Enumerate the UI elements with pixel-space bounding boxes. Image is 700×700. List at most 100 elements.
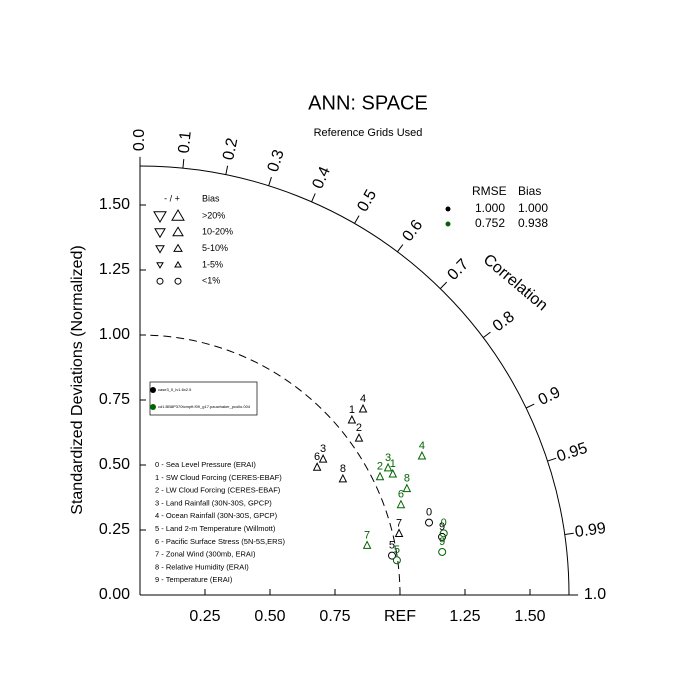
variable-label: 9 - Temperature (ERAI) — [155, 575, 233, 584]
bias-legend-symbol — [155, 245, 165, 254]
corr-tick-label: 0.3 — [265, 148, 288, 174]
point-marker — [338, 473, 348, 483]
x-tick-label: 1.25 — [449, 608, 480, 625]
legend-dot — [150, 404, 156, 410]
point-marker — [438, 532, 447, 541]
point-marker — [383, 462, 393, 472]
legend-label: case3_5_lv1.6x2.5 — [158, 387, 192, 392]
x-tick-label: 1.50 — [514, 608, 545, 625]
point-label: 9 — [439, 536, 445, 548]
point-label: 4 — [419, 440, 425, 452]
y-tick-label: 0.00 — [99, 586, 130, 603]
bias-legend-symbol — [156, 277, 164, 285]
x-tick-label: 0.50 — [254, 608, 285, 625]
point-marker — [438, 547, 447, 556]
point-label: 6 — [398, 489, 404, 501]
stat-header: RMSE — [472, 184, 507, 198]
point-marker — [439, 529, 448, 538]
bias-legend-symbol — [174, 260, 182, 268]
variable-label: 4 - Ocean Rainfall (30N-30S, GPCP) — [155, 511, 278, 520]
y-axis-label: Standardized Deviations (Normalized) — [69, 245, 86, 514]
variable-label: 8 - Relative Humidity (ERAI) — [155, 562, 249, 571]
corr-tick-label: 0.4 — [310, 164, 335, 191]
bias-legend-symbol — [174, 277, 182, 285]
bias-legend-header: - / + — [164, 193, 180, 203]
bias-legend-label: <1% — [202, 276, 220, 286]
point-label: 3 — [385, 452, 391, 464]
corr-tick-label: 0.1 — [176, 130, 195, 154]
chart-title: ANN: SPACE — [308, 92, 428, 114]
bias-legend-symbol — [173, 243, 183, 252]
point-marker — [347, 414, 357, 424]
corr-tick — [547, 457, 557, 462]
variable-label: 3 - Land Rainfall (30N-30S, GPCP) — [155, 498, 272, 507]
point-label: 1 — [349, 404, 355, 416]
corr-tick-label: 1.0 — [584, 586, 606, 603]
variable-label: 5 - Land 2-m Temperature (Willmott) — [155, 524, 276, 533]
point-marker — [318, 453, 328, 463]
rmse-value: 0.752 — [475, 216, 505, 230]
variable-label: 1 - SW Cloud Forcing (CERES-EBAF) — [155, 473, 282, 482]
bias-value: 0.938 — [518, 216, 548, 230]
corr-tick — [225, 165, 229, 175]
y-tick-label: 0.75 — [99, 391, 130, 408]
x-tick-label: REF — [384, 608, 416, 625]
rmse-value: 1.000 — [475, 201, 505, 215]
bias-value: 1.000 — [518, 201, 548, 215]
point-marker — [394, 528, 404, 538]
point-marker — [402, 483, 412, 493]
point-label: 7 — [396, 517, 402, 529]
bias-legend-label: >20% — [202, 210, 225, 220]
point-marker — [396, 499, 406, 509]
y-tick-label: 1.25 — [99, 261, 130, 278]
variable-label: 0 - Sea Level Pressure (ERAI) — [155, 460, 256, 469]
corr-tick-label: 0.5 — [354, 187, 380, 215]
point-label: 3 — [320, 443, 326, 455]
angular-label: Correlation — [480, 251, 551, 314]
chart-subtitle: Reference Grids Used — [314, 127, 423, 139]
point-label: 4 — [360, 393, 366, 405]
stat-dot — [445, 206, 451, 212]
series-legend-box — [149, 381, 258, 416]
x-tick-label: 0.25 — [189, 608, 220, 625]
y-tick-label: 0.50 — [99, 456, 130, 473]
point-label: 5 — [389, 540, 395, 552]
bias-legend-header: Bias — [202, 193, 220, 203]
point-label: 5 — [394, 544, 400, 556]
variable-label: 7 - Zonal Wind (300mb, ERAI) — [155, 550, 256, 559]
corr-tick-label: 0.95 — [555, 440, 590, 466]
bias-legend-label: 10-20% — [202, 227, 233, 237]
corr-tick — [396, 244, 404, 253]
bias-legend-label: 5-10% — [202, 243, 228, 253]
stat-dot — [445, 221, 451, 227]
bias-legend-label: 1-5% — [202, 259, 223, 269]
corr-tick-label: 0.8 — [490, 308, 518, 335]
y-tick-label: 1.00 — [99, 326, 130, 343]
point-marker — [312, 462, 322, 471]
bias-legend-symbol — [156, 262, 164, 269]
bias-legend-symbol — [171, 209, 185, 221]
corr-tick — [311, 193, 316, 203]
point-marker — [362, 540, 372, 549]
point-marker — [375, 471, 385, 481]
y-tick-label: 1.50 — [99, 196, 130, 213]
corr-tick — [525, 403, 535, 409]
corr-tick-label: 0.0 — [131, 129, 148, 151]
legend-label: cd1.BB8P370tcmpft.f09_g17.pauwhaker_pcol… — [158, 404, 251, 409]
corr-tick-label: 0.99 — [574, 520, 607, 541]
point-marker — [358, 403, 368, 413]
corr-tick-label: 0.7 — [444, 256, 472, 284]
point-label: 1 — [390, 458, 396, 470]
bias-legend-symbol — [172, 226, 184, 237]
outer-arc — [139, 165, 570, 596]
corr-tick — [482, 331, 491, 339]
corr-tick-label: 0.2 — [220, 136, 241, 161]
point-label: 2 — [356, 422, 362, 434]
corr-tick — [564, 532, 574, 535]
point-label: 8 — [340, 463, 346, 475]
point-label: 9 — [439, 521, 445, 533]
corr-tick — [439, 281, 448, 289]
point-marker — [425, 518, 434, 527]
corr-tick-label: 0.9 — [536, 384, 564, 409]
